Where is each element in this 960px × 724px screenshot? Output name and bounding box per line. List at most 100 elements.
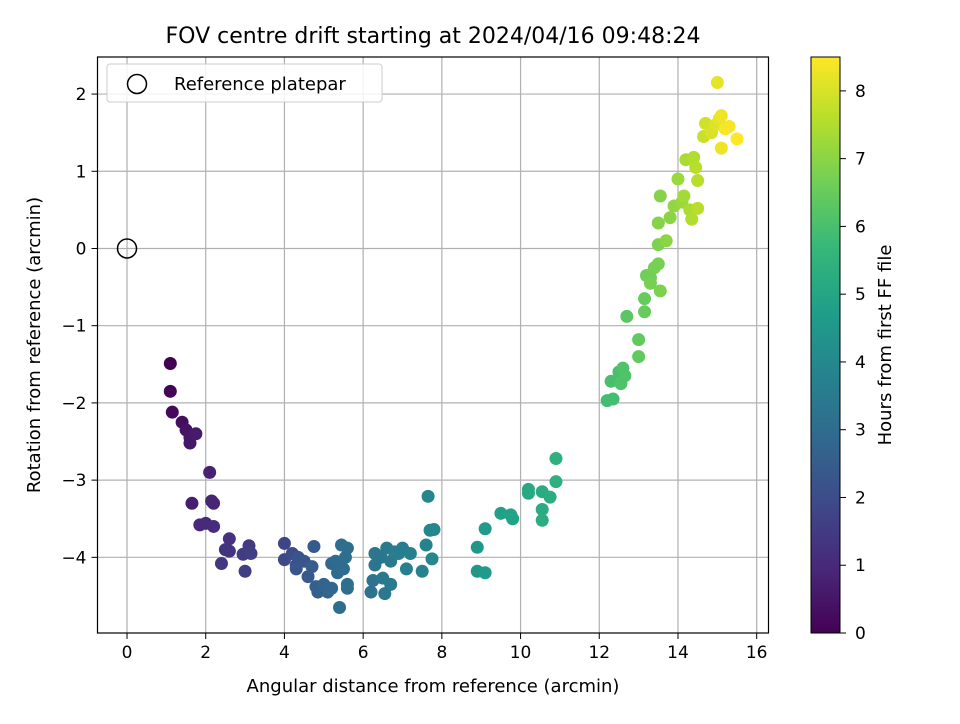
- scatter-point: [714, 141, 728, 155]
- scatter-point: [340, 581, 354, 595]
- colorbar-ticks: 0 1 2 3 4 5 6 7 8: [840, 82, 866, 644]
- scatter-points: [163, 75, 744, 615]
- scatter-point: [289, 562, 303, 576]
- y-axis-label: Rotation from reference (arcmin): [24, 197, 45, 493]
- scatter-point: [604, 374, 618, 388]
- scatter-point: [415, 564, 429, 578]
- scatter-point: [478, 566, 492, 580]
- scatter-point: [244, 546, 258, 560]
- colorbar-tick-label: 6: [855, 217, 866, 237]
- colorbar-tick-label: 3: [855, 421, 866, 441]
- x-tick-label: 10: [510, 643, 532, 663]
- scatter-point: [653, 284, 667, 298]
- scatter-point: [618, 369, 632, 383]
- scatter-point: [714, 109, 728, 123]
- scatter-point: [189, 427, 203, 441]
- legend-box: [106, 63, 383, 103]
- x-tick-label: 6: [358, 643, 369, 663]
- scatter-point: [494, 506, 508, 520]
- y-tick-label: 1: [76, 162, 87, 182]
- scatter-point: [364, 585, 378, 599]
- scatter-point: [653, 189, 667, 203]
- scatter-point: [425, 552, 439, 566]
- scatter-point: [374, 550, 388, 564]
- reference-platepar-marker: [116, 238, 138, 259]
- scatter-point: [691, 174, 705, 188]
- scatter-point: [421, 489, 435, 503]
- scatter-point: [663, 211, 677, 225]
- scatter-point: [549, 475, 563, 489]
- y-tick-label: −4: [61, 548, 86, 568]
- scatter-point: [384, 577, 398, 591]
- scatter-point: [366, 573, 380, 587]
- legend: Reference platepar: [106, 63, 383, 103]
- scatter-point: [222, 544, 236, 558]
- y-tick-label: −3: [61, 471, 86, 491]
- scatter-point: [651, 257, 665, 271]
- grid-lines: [97, 57, 769, 633]
- scatter-point: [506, 512, 520, 526]
- scatter-point: [419, 538, 433, 552]
- scatter-point: [677, 189, 691, 203]
- scatter-point: [336, 562, 350, 576]
- colorbar-tick-label: 1: [855, 556, 866, 576]
- scatter-point: [338, 550, 352, 564]
- colorbar-tick-label: 0: [855, 624, 866, 644]
- scatter-point: [699, 116, 713, 130]
- y-tick-label: −1: [61, 317, 86, 337]
- scatter-point: [730, 132, 744, 146]
- scatter-point: [333, 601, 347, 615]
- scatter-point: [620, 309, 634, 323]
- scatter-point: [307, 540, 321, 554]
- scatter-point: [638, 292, 652, 306]
- scatter-point: [325, 581, 339, 595]
- colorbar-tick-label: 5: [855, 285, 866, 305]
- scatter-point: [671, 172, 685, 186]
- legend-entry-label: Reference platepar: [174, 74, 346, 95]
- scatter-point: [163, 384, 177, 398]
- scatter-point: [549, 452, 563, 466]
- scatter-point: [185, 496, 199, 510]
- x-tick-label: 0: [122, 643, 133, 663]
- scatter-point: [710, 75, 724, 89]
- scatter-point: [638, 305, 652, 319]
- colorbar-tick-label: 4: [855, 353, 866, 373]
- scatter-point: [687, 150, 701, 164]
- scatter-point: [643, 276, 657, 290]
- scatter-point: [543, 490, 557, 504]
- legend-marker-icon: [126, 73, 148, 95]
- colorbar-tick-label: 7: [855, 150, 866, 170]
- colorbar-label: Hours from first FF file: [875, 245, 896, 446]
- scatter-point: [163, 357, 177, 371]
- scatter-point: [207, 496, 221, 510]
- scatter-point: [207, 519, 221, 533]
- scatter-point: [685, 212, 699, 226]
- scatter-point: [427, 523, 441, 537]
- scatter-point: [689, 160, 703, 174]
- x-tick-label: 16: [746, 643, 768, 663]
- y-tick-label: −2: [61, 394, 86, 414]
- scatter-point: [478, 522, 492, 536]
- scatter-point: [203, 465, 217, 479]
- colorbar: [810, 56, 841, 634]
- scatter-point: [632, 333, 646, 347]
- scatter-point: [222, 532, 236, 546]
- scatter-point: [659, 234, 673, 248]
- scatter-point: [183, 436, 197, 450]
- scatter-point: [214, 557, 228, 571]
- scatter-point: [535, 513, 549, 527]
- x-tick-label: 8: [436, 643, 447, 663]
- scatter-point: [606, 392, 620, 406]
- scatter-point: [378, 587, 392, 601]
- axes-frame: [96, 56, 770, 634]
- scatter-point: [521, 486, 535, 500]
- scatter-point: [165, 405, 179, 419]
- chart-title: FOV centre drift starting at 2024/04/16 …: [166, 24, 701, 49]
- scatter-point: [691, 201, 705, 215]
- scatter-point: [722, 119, 736, 133]
- scatter-point: [535, 502, 549, 516]
- scatter-point: [301, 570, 315, 584]
- scatter-point: [632, 350, 646, 364]
